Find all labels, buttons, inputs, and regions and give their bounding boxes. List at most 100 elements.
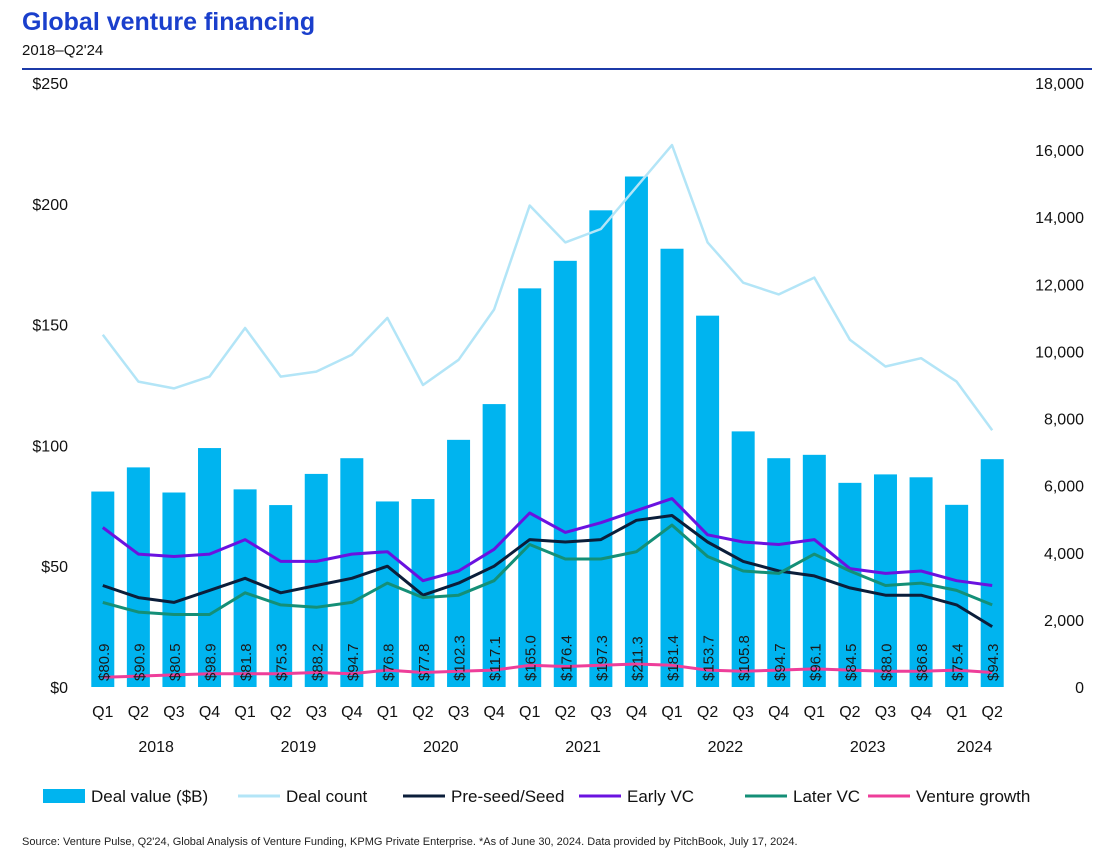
x-year-label: 2023: [850, 739, 886, 756]
x-tick-label: Q2: [982, 704, 1003, 721]
chart-legend: Deal value ($B) Deal count Pre-seed/Seed Ea…: [43, 787, 1030, 806]
x-tick-label: Q2: [555, 704, 576, 721]
x-tick-label: Q4: [199, 704, 220, 721]
bar-value-label: $102.3: [452, 635, 469, 681]
x-tick-label: Q4: [626, 704, 647, 721]
bar-value-label: $153.7: [701, 635, 718, 681]
bar-value-label: $76.8: [380, 643, 397, 681]
x-tick-label: Q3: [306, 704, 327, 721]
legend-swatch: [43, 789, 85, 803]
source-note: Source: Venture Pulse, Q2'24, Global Ana…: [22, 836, 798, 848]
bar-value-label: $176.4: [558, 635, 575, 681]
y-right-tick-label: 14,000: [1035, 210, 1084, 227]
deal-value-bar: [162, 492, 186, 687]
legend-label: Venture growth: [916, 787, 1030, 806]
deal-value-bar: [375, 501, 399, 687]
deal-value-bar: [304, 473, 328, 687]
bar-value-label: $94.7: [772, 643, 789, 681]
legend-item: Later VC: [745, 787, 860, 806]
bar-value-label: $96.1: [807, 643, 824, 681]
bar-value-label: $77.8: [416, 643, 433, 681]
deal-value-bar: [233, 489, 257, 687]
bar-value-label: $105.8: [736, 635, 753, 681]
legend-item: Pre-seed/Seed: [403, 787, 564, 806]
deal-count-line: [101, 143, 994, 432]
deal-value-bar: [660, 248, 684, 687]
deal-value-bar: [447, 439, 471, 687]
bar-value-label: $80.9: [96, 643, 113, 681]
x-tick-label: Q3: [163, 704, 184, 721]
y-left-tick-label: $150: [32, 318, 68, 335]
x-tick-label: Q4: [910, 704, 931, 721]
bar-value-label: $181.4: [665, 635, 682, 681]
x-tick-label: Q3: [875, 704, 896, 721]
y-left-tick-label: $250: [32, 76, 68, 93]
y-left-tick-label: $50: [41, 559, 68, 576]
x-axis: Q1 Q2 Q3 Q4 Q1 Q2 Q3 Q4 Q1 Q2 Q3 Q4 Q1 Q2 Q3 Q4 Q1 Q2 Q3 Q4…: [92, 704, 1003, 756]
x-tick-label: Q1: [234, 704, 255, 721]
deal-value-bar: [731, 431, 755, 687]
bar-value-label: $86.8: [914, 643, 931, 681]
x-tick-label: Q3: [448, 704, 469, 721]
legend-item: Venture growth: [868, 787, 1030, 806]
legend-label: Later VC: [793, 787, 860, 806]
y-left-tick-label: $0: [50, 680, 68, 697]
deal-value-bar: [126, 467, 150, 687]
chart-subtitle: 2018–Q2'24: [22, 42, 104, 59]
x-tick-label: Q4: [768, 704, 789, 721]
x-tick-label: Q2: [839, 704, 860, 721]
bar-value-label: $75.3: [274, 643, 291, 681]
x-tick-label: Q4: [341, 704, 362, 721]
y-axis-right: 0 2,000 4,000 6,000 8,000 10,000 12,000 14,000 1…: [1035, 76, 1084, 697]
x-tick-label: Q2: [270, 704, 291, 721]
deal-value-bar: [802, 454, 826, 687]
deal-value-bar: [518, 288, 542, 687]
bar-data-labels: $80.9 $90.9 $80.5 $98.9 $81.8 $75.3 $88.2 $94.7…: [96, 635, 1002, 681]
y-left-tick-label: $200: [32, 197, 68, 214]
deal-value-bar: [340, 458, 364, 687]
bar-value-label: $88.2: [309, 643, 326, 681]
bar-value-label: $211.3: [629, 636, 646, 681]
x-tick-label: Q1: [804, 704, 825, 721]
deal-value-bar: [696, 315, 720, 687]
x-year-label: 2022: [708, 739, 744, 756]
deal-value-bar: [482, 404, 506, 687]
y-right-tick-label: 12,000: [1035, 277, 1084, 294]
y-left-tick-label: $100: [32, 438, 68, 455]
legend-label: Early VC: [627, 787, 694, 806]
deal-value-bar: [945, 504, 969, 687]
x-year-label: 2024: [957, 739, 993, 756]
x-year-label: 2018: [138, 739, 174, 756]
x-tick-label: Q3: [590, 704, 611, 721]
x-tick-label: Q4: [483, 704, 504, 721]
x-tick-label: Q1: [519, 704, 540, 721]
later-vc-line: [102, 523, 993, 616]
bar-value-label: $94.7: [345, 643, 362, 681]
deal-value-bar: [411, 499, 435, 687]
bar-value-label: $75.4: [950, 643, 967, 681]
x-tick-label: Q1: [946, 704, 967, 721]
bar-value-label: $94.3: [985, 643, 1002, 681]
legend-item: Early VC: [579, 787, 694, 806]
deal-value-bar: [873, 474, 897, 687]
legend-label: Pre-seed/Seed: [451, 787, 564, 806]
legend-item: Deal count: [238, 787, 368, 806]
y-right-tick-label: 8,000: [1044, 412, 1084, 429]
bar-value-label: $90.9: [131, 643, 148, 681]
y-right-tick-label: 0: [1075, 680, 1084, 697]
deal-value-bar: [624, 176, 648, 687]
title-divider: [22, 68, 1092, 70]
legend-label: Deal count: [286, 787, 368, 806]
deal-value-bar: [589, 210, 613, 688]
deal-value-bar: [838, 482, 862, 687]
series-lines: [101, 143, 994, 679]
bar-value-label: $80.5: [167, 643, 184, 681]
x-year-label: 2019: [281, 739, 317, 756]
bar-value-label: $165.0: [523, 635, 540, 681]
bar-value-label: $88.0: [878, 643, 895, 681]
x-tick-label: Q1: [661, 704, 682, 721]
y-right-tick-label: 16,000: [1035, 143, 1084, 160]
x-tick-label: Q2: [412, 704, 433, 721]
legend-label: Deal value ($B): [91, 787, 208, 806]
